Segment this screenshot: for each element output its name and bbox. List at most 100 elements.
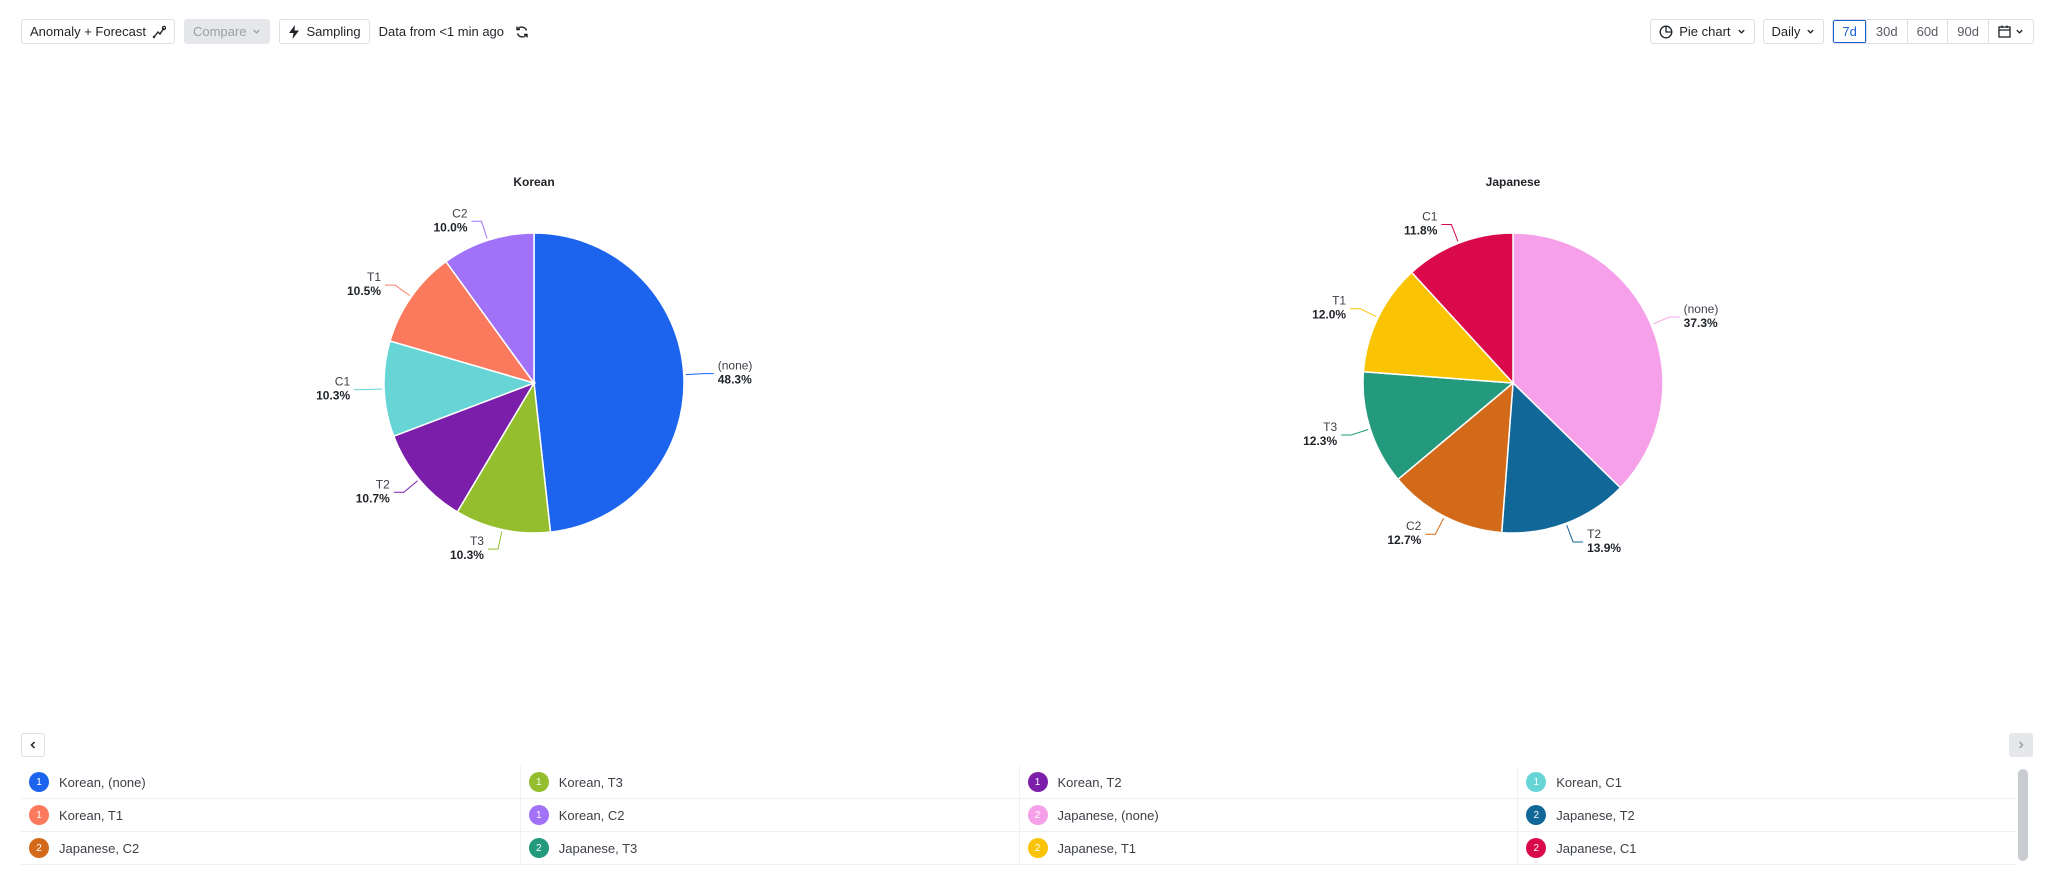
legend-label: Japanese, C1 [1556,840,1637,856]
chart-title: Japanese [1486,175,1541,189]
pie-chart-korean: Korean(none)48.3%T310.3%T210.7%C110.3%T1… [316,175,752,562]
pie-slice[interactable] [389,260,536,385]
analysis-label: Anomaly + Forecast [30,24,146,39]
legend-item[interactable]: 1 Korean, C1 [1517,766,2016,799]
interval-label: Daily [1771,24,1801,39]
compare-button[interactable]: Compare [183,19,271,44]
legend-series-badge: 1 [528,805,549,825]
legend-item[interactable]: 1 Korean, (none) [21,766,520,799]
pie-slice[interactable] [1512,232,1664,489]
pie-slice-label: T3 [1323,420,1337,434]
pie-slice[interactable] [1362,370,1515,481]
pie-slice[interactable] [392,381,536,513]
compare-label: Compare [192,24,247,39]
pie-slice[interactable] [444,232,535,386]
legend-label: Korean, T3 [558,774,623,790]
legend-item[interactable]: 2 Japanese, C1 [1517,832,2016,865]
custom-date-button[interactable] [1989,20,2033,43]
pie-slice[interactable] [1500,381,1622,534]
chart-type-select[interactable]: Pie chart [1650,19,1755,44]
data-freshness-text: Data from <1 min ago [378,24,505,39]
chart-type-label: Pie chart [1679,24,1731,39]
pie-label-leader [385,284,411,296]
pie-chart-icon [1659,25,1673,39]
pie-slice[interactable] [1410,232,1514,385]
legend-label: Japanese, T3 [558,840,638,856]
pie-label-leader [685,373,714,376]
legend-series-badge: 2 [1027,805,1048,825]
pie-slice-label: C2 [452,206,468,220]
legend-item[interactable]: 1 Korean, T2 [1018,766,1518,799]
legend-label: Japanese, T2 [1556,807,1635,823]
pie-slice[interactable] [383,340,537,438]
pie-slice-label: (none) [718,359,753,373]
pie-slice-label: C1 [335,375,351,389]
pie-slice-value: 11.8% [1404,224,1438,238]
pie-slice-value: 10.7% [356,491,390,505]
pie-slice-label: T2 [376,477,390,491]
legend-item[interactable]: 2 Japanese, T3 [519,832,1019,865]
analysis-button[interactable]: Anomaly + Forecast [21,19,175,44]
pie-slice-value: 10.3% [450,548,484,562]
legend-scrollbar[interactable] [2018,769,2028,861]
legend-series-badge: 1 [528,772,549,792]
sampling-button[interactable]: Sampling [279,19,370,44]
pie-label-leader [1566,525,1584,543]
legend-item[interactable]: 2 Japanese, T1 [1018,832,1518,865]
pie-slice-value: 10.0% [433,220,467,234]
pie-label-leader [1425,517,1445,535]
legend-series-badge: 1 [29,805,49,825]
pie-label-leader [1441,224,1459,242]
pie-slice-value: 13.9% [1587,541,1621,555]
legend-label: Korean, T1 [59,807,124,823]
toolbar-left: Anomaly + Forecast Compare Sampling Data… [21,19,529,44]
legend-prev-button[interactable] [21,733,45,757]
chevron-down-icon [1806,27,1815,36]
date-range-selector: 7d 30d 60d 90d [1832,19,2034,44]
legend-item[interactable]: 2 Japanese, C2 [21,832,520,865]
pie-slice-value: 37.3% [1684,316,1718,330]
toolbar: Anomaly + Forecast Compare Sampling Data… [0,0,2048,62]
pie-slice-value: 10.3% [316,389,350,403]
range-30d[interactable]: 30d [1867,20,1908,43]
legend-series-badge: 1 [1526,772,1547,792]
trend-line-icon [152,25,166,39]
pie-label-leader [1652,316,1680,325]
range-7d[interactable]: 7d [1833,20,1867,43]
lightning-icon [288,24,300,39]
pie-slice-label: T2 [1587,527,1601,541]
sampling-label: Sampling [306,24,361,39]
legend-label: Japanese, T1 [1057,840,1137,856]
legend-item[interactable]: 1 Korean, T1 [21,799,520,832]
legend-label: Korean, (none) [59,774,146,790]
legend-series-badge: 2 [1027,838,1048,858]
chevron-right-icon [2016,740,2026,750]
chevron-down-icon [252,27,261,36]
pie-label-leader [1341,429,1369,436]
pie-slice[interactable] [456,380,552,534]
legend-series-badge: 2 [528,838,549,858]
pie-slice[interactable] [1362,271,1515,384]
legend-item[interactable]: 1 Korean, C2 [519,799,1019,832]
range-60d[interactable]: 60d [1908,20,1949,43]
pie-slice-label: T3 [470,534,484,548]
pie-label-leader [487,531,503,550]
interval-select[interactable]: Daily [1762,19,1825,44]
pie-slice[interactable] [1396,381,1514,534]
legend-item[interactable]: 2 Japanese, T2 [1517,799,2016,832]
legend-series-badge: 1 [1027,772,1048,792]
pie-slice-value: 12.0% [1312,308,1346,322]
range-90d[interactable]: 90d [1948,20,1989,43]
legend-item[interactable]: 2 Japanese, (none) [1018,799,1518,832]
legend-label: Korean, T2 [1057,774,1122,790]
calendar-icon [1998,25,2011,38]
chevron-down-icon [2015,27,2024,36]
pie-slice[interactable] [533,232,685,533]
chevron-down-icon [1737,27,1746,36]
legend-next-button[interactable] [2009,733,2033,757]
legend-series-badge: 2 [1526,805,1547,825]
legend-series-badge: 1 [29,772,49,792]
legend-item[interactable]: 1 Korean, T3 [519,766,1019,799]
refresh-icon[interactable] [515,25,529,39]
